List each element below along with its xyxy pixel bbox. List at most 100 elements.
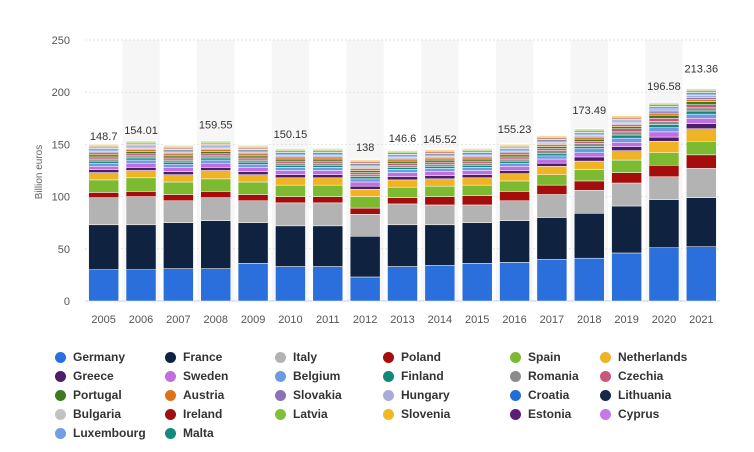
bar-segment-portugal[interactable]: [424, 159, 456, 163]
legend-item-spain[interactable]: Spain: [510, 348, 561, 366]
bar-segment-poland[interactable]: [574, 180, 605, 191]
bar-segment-sweden[interactable]: [387, 172, 418, 178]
legend-item-estonia[interactable]: Estonia: [510, 405, 571, 423]
bar-segment-greece[interactable]: [88, 169, 119, 173]
bar-segment-spain[interactable]: [387, 186, 418, 198]
legend-item-slovakia[interactable]: Slovakia: [275, 386, 342, 404]
bar-segment-greece[interactable]: [499, 170, 530, 174]
bar-segment-greece[interactable]: [163, 171, 194, 175]
bar-segment-finland[interactable]: [499, 160, 530, 164]
bar-segment-belgium[interactable]: [499, 162, 530, 167]
bar-segment-romania[interactable]: [237, 159, 269, 163]
bar-segment-netherlands[interactable]: [461, 177, 493, 186]
legend-item-italy[interactable]: Italy: [275, 348, 317, 366]
bar-segment-romania[interactable]: [349, 174, 381, 178]
legend-item-ireland[interactable]: Ireland: [165, 405, 222, 423]
bar-segment-czechia[interactable]: [387, 162, 418, 166]
bar-segment-czechia[interactable]: [275, 160, 306, 164]
bar-segment-austria[interactable]: [648, 112, 680, 116]
legend-item-lithuania[interactable]: Lithuania: [600, 386, 671, 404]
bar-segment-germany[interactable]: [237, 263, 269, 302]
bar-segment-germany[interactable]: [461, 263, 493, 302]
bar-segment-netherlands[interactable]: [163, 174, 194, 183]
bar-segment-france[interactable]: [88, 224, 119, 270]
bar-segment-france[interactable]: [125, 224, 157, 270]
bar-segment-italy[interactable]: [387, 203, 418, 226]
bar-segment-sweden[interactable]: [125, 162, 157, 168]
bar-segment-greece[interactable]: [125, 167, 157, 171]
legend-item-croatia[interactable]: Croatia: [510, 386, 569, 404]
bar-segment-greece[interactable]: [611, 146, 642, 151]
legend-item-luxembourg[interactable]: Luxembourg: [55, 424, 146, 442]
bar-segment-spain[interactable]: [536, 174, 568, 186]
bar-segment-belgium[interactable]: [275, 167, 306, 171]
legend-item-slovenia[interactable]: Slovenia: [383, 405, 450, 423]
bar-segment-italy[interactable]: [574, 190, 605, 214]
bar-segment-france[interactable]: [237, 222, 269, 264]
bar-segment-czechia[interactable]: [574, 141, 605, 144]
bar-segment-romania[interactable]: [461, 162, 493, 166]
bar-segment-czechia[interactable]: [536, 148, 568, 151]
bar-segment-germany[interactable]: [349, 276, 381, 302]
bar-segment-netherlands[interactable]: [88, 172, 119, 181]
bar-segment-sweden[interactable]: [648, 131, 680, 138]
bar-segment-spain[interactable]: [424, 185, 456, 197]
bar-segment-poland[interactable]: [387, 197, 418, 205]
bar-segment-france[interactable]: [200, 220, 231, 269]
bar-segment-france[interactable]: [275, 225, 306, 267]
bar-segment-austria[interactable]: [611, 124, 642, 127]
bar-segment-italy[interactable]: [237, 200, 269, 223]
bar-segment-belgium[interactable]: [536, 155, 568, 160]
bar-segment-romania[interactable]: [499, 158, 530, 162]
legend-item-portugal[interactable]: Portugal: [55, 386, 122, 404]
bar-segment-greece[interactable]: [275, 174, 306, 179]
bar-segment-finland[interactable]: [237, 161, 269, 165]
bar-segment-belgium[interactable]: [686, 113, 717, 119]
bar-segment-austria[interactable]: [461, 156, 493, 160]
bar-segment-sweden[interactable]: [574, 152, 605, 158]
bar-segment-portugal[interactable]: [611, 126, 642, 129]
bar-segment-belgium[interactable]: [237, 163, 269, 168]
bar-segment-sweden[interactable]: [536, 158, 568, 164]
bar-segment-germany[interactable]: [536, 258, 568, 302]
bar-segment-spain[interactable]: [499, 180, 530, 192]
bar-segment-netherlands[interactable]: [275, 177, 306, 186]
bar-segment-netherlands[interactable]: [387, 179, 418, 188]
bar-segment-france[interactable]: [499, 220, 530, 263]
bar-segment-netherlands[interactable]: [536, 166, 568, 175]
bar-segment-greece[interactable]: [312, 174, 344, 179]
bar-segment-czechia[interactable]: [163, 157, 194, 161]
bar-segment-portugal[interactable]: [312, 158, 344, 162]
bar-segment-belgium[interactable]: [648, 127, 680, 133]
bar-segment-poland[interactable]: [88, 192, 119, 198]
bar-segment-austria[interactable]: [200, 149, 231, 152]
bar-segment-austria[interactable]: [312, 156, 344, 160]
bar-segment-portugal[interactable]: [125, 151, 157, 155]
bar-segment-finland[interactable]: [536, 153, 568, 157]
bar-segment-poland[interactable]: [648, 165, 680, 178]
legend-item-hungary[interactable]: Hungary: [383, 386, 450, 404]
bar-segment-finland[interactable]: [686, 110, 717, 115]
bar-segment-italy[interactable]: [686, 168, 717, 198]
bar-segment-netherlands[interactable]: [574, 160, 605, 170]
bar-segment-germany[interactable]: [275, 266, 306, 302]
bar-segment-romania[interactable]: [536, 150, 568, 155]
bar-segment-greece[interactable]: [349, 185, 381, 190]
bar-segment-austria[interactable]: [536, 144, 568, 147]
bar-segment-austria[interactable]: [574, 136, 605, 140]
bar-segment-romania[interactable]: [387, 165, 418, 168]
bar-segment-romania[interactable]: [200, 155, 231, 159]
bar-segment-italy[interactable]: [275, 202, 306, 227]
bar-segment-czechia[interactable]: [424, 161, 456, 165]
bar-segment-belgium[interactable]: [424, 168, 456, 172]
bar-segment-sweden[interactable]: [424, 171, 456, 176]
bar-segment-czechia[interactable]: [648, 118, 680, 122]
bar-segment-sweden[interactable]: [499, 166, 530, 171]
bar-segment-czechia[interactable]: [200, 153, 231, 157]
bar-segment-spain[interactable]: [574, 169, 605, 182]
legend-item-romania[interactable]: Romania: [510, 367, 579, 385]
bar-segment-belgium[interactable]: [163, 163, 194, 168]
bar-segment-france[interactable]: [349, 236, 381, 278]
bar-segment-portugal[interactable]: [237, 155, 269, 159]
legend-item-czechia[interactable]: Czechia: [600, 367, 663, 385]
